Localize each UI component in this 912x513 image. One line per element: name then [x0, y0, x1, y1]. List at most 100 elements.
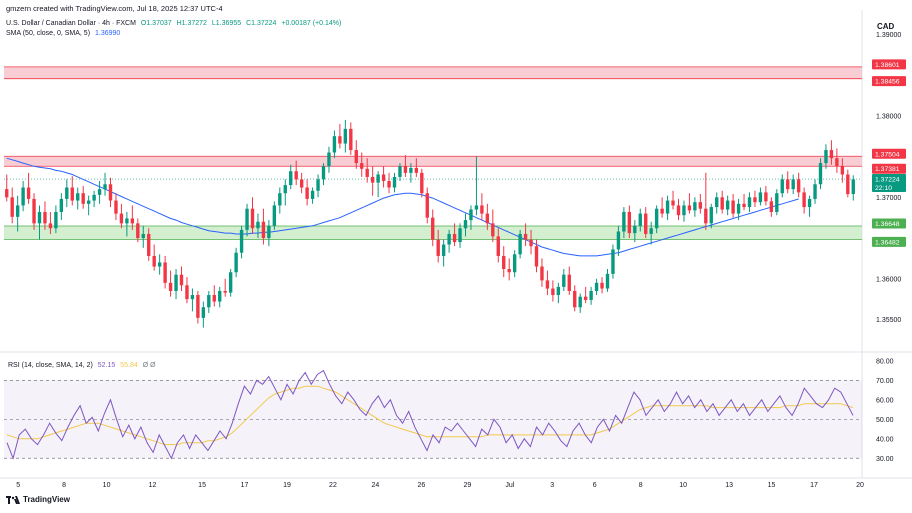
candle[interactable] [758, 187, 763, 206]
candle[interactable] [119, 203, 124, 229]
candle[interactable] [780, 174, 784, 198]
candle[interactable] [813, 179, 817, 204]
candle[interactable] [125, 211, 129, 237]
candle[interactable] [26, 172, 31, 204]
candle[interactable] [310, 187, 315, 204]
candle[interactable] [338, 123, 342, 149]
candle[interactable] [108, 177, 113, 208]
candle[interactable] [551, 280, 555, 302]
candle[interactable] [556, 282, 561, 304]
candle[interactable] [725, 195, 730, 216]
candle[interactable] [392, 172, 397, 193]
candle[interactable] [578, 293, 582, 313]
candle[interactable] [731, 194, 735, 218]
candle[interactable] [130, 205, 135, 230]
candle[interactable] [420, 168, 424, 198]
candle[interactable] [480, 193, 484, 221]
candle[interactable] [840, 158, 845, 183]
candle[interactable] [332, 130, 337, 159]
candle[interactable] [70, 176, 74, 206]
candle[interactable] [846, 169, 850, 198]
candle[interactable] [775, 189, 779, 216]
candle[interactable] [824, 144, 828, 169]
candle[interactable] [179, 266, 184, 291]
candle[interactable] [704, 172, 708, 230]
candle[interactable] [693, 197, 697, 217]
candle[interactable] [736, 198, 741, 221]
candle[interactable] [196, 290, 200, 324]
candle[interactable] [605, 268, 610, 292]
candle[interactable] [502, 246, 506, 278]
candle[interactable] [567, 266, 571, 296]
candle[interactable] [611, 244, 615, 279]
candle[interactable] [272, 201, 277, 230]
candle[interactable] [349, 122, 353, 155]
candle[interactable] [403, 154, 408, 177]
candle[interactable] [447, 229, 451, 253]
candle[interactable] [103, 172, 107, 196]
candle[interactable] [507, 258, 511, 281]
candle[interactable] [786, 171, 790, 194]
candle[interactable] [168, 270, 173, 297]
candle[interactable] [452, 223, 457, 247]
candle[interactable] [441, 239, 446, 267]
candle[interactable] [185, 277, 189, 304]
candle[interactable] [747, 192, 752, 212]
candle[interactable] [545, 270, 550, 296]
candle[interactable] [86, 195, 91, 216]
candle[interactable] [829, 140, 834, 165]
candle[interactable] [523, 223, 528, 247]
candle[interactable] [261, 208, 266, 245]
candle[interactable] [283, 179, 287, 206]
candle[interactable] [649, 221, 653, 245]
candle[interactable] [835, 148, 839, 173]
candle[interactable] [769, 197, 774, 217]
candle[interactable] [365, 158, 369, 183]
rsi-legend[interactable]: RSI (14, close, SMA, 14, 2) 52.15 55.84 … [8, 362, 156, 369]
candle[interactable] [425, 187, 429, 224]
candle[interactable] [15, 195, 20, 232]
candle[interactable] [715, 192, 719, 214]
candle[interactable] [764, 185, 768, 206]
candle[interactable] [245, 203, 249, 237]
candle[interactable] [589, 286, 593, 305]
candle[interactable] [354, 140, 358, 169]
candle[interactable] [818, 158, 823, 190]
candle[interactable] [594, 278, 599, 296]
sma-legend[interactable]: SMA (50, close, 0, SMA, 5) 1.36990 [6, 30, 120, 37]
candle[interactable] [698, 194, 703, 214]
candle[interactable] [518, 229, 522, 259]
candle[interactable] [147, 228, 151, 261]
candle[interactable] [512, 250, 517, 278]
candle[interactable] [343, 119, 348, 153]
candle[interactable] [212, 285, 216, 307]
candle[interactable] [458, 223, 462, 248]
candle[interactable] [687, 193, 692, 214]
candle[interactable] [327, 146, 331, 173]
candle[interactable] [436, 229, 440, 263]
candle[interactable] [360, 152, 364, 177]
candle[interactable] [600, 277, 604, 294]
candle[interactable] [294, 160, 298, 186]
candle[interactable] [157, 254, 162, 275]
candle[interactable] [81, 185, 85, 209]
candle[interactable] [218, 286, 222, 308]
candle[interactable] [644, 207, 648, 239]
candle[interactable] [278, 187, 282, 214]
candle[interactable] [562, 268, 566, 291]
candle[interactable] [534, 239, 539, 273]
candle[interactable] [851, 175, 855, 201]
candle[interactable] [305, 179, 309, 206]
candle[interactable] [299, 172, 304, 194]
candle[interactable] [92, 190, 96, 208]
candle[interactable] [387, 172, 391, 194]
candle[interactable] [463, 213, 468, 237]
candle[interactable] [21, 181, 25, 212]
candle[interactable] [709, 203, 713, 229]
candle[interactable] [485, 203, 490, 230]
candle[interactable] [207, 290, 211, 313]
candle[interactable] [48, 211, 53, 234]
candle[interactable] [152, 244, 156, 271]
candle[interactable] [250, 197, 255, 234]
